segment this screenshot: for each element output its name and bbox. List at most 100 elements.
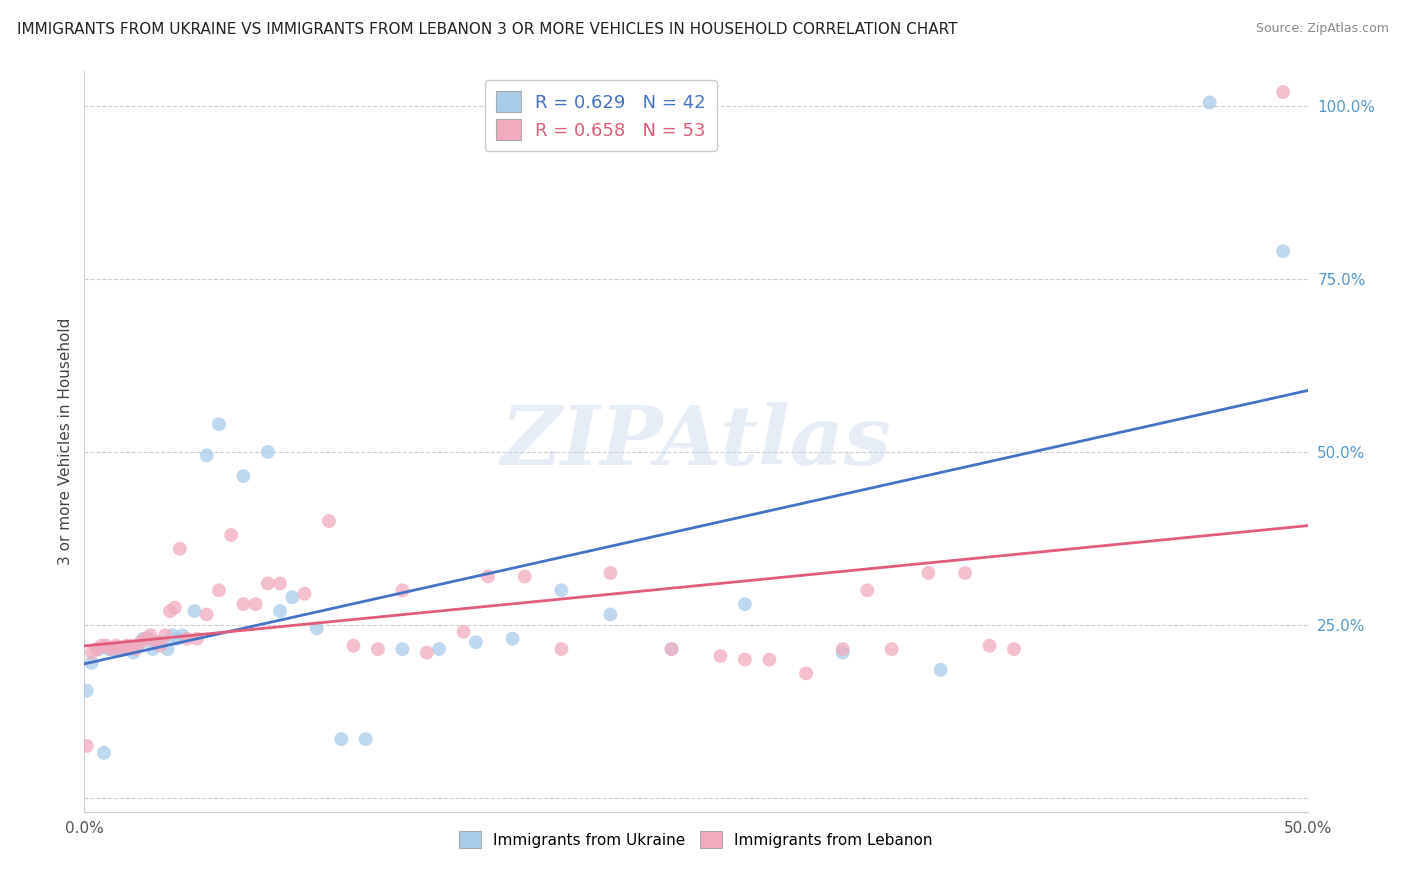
Point <box>132 632 155 646</box>
Point <box>245 597 267 611</box>
Point <box>129 635 152 649</box>
Point <box>502 632 524 646</box>
Point <box>112 642 135 657</box>
Point <box>661 642 683 657</box>
Point <box>86 642 108 657</box>
Point <box>305 621 328 635</box>
Point <box>794 666 817 681</box>
Point <box>120 639 142 653</box>
Point <box>599 607 621 622</box>
Point <box>195 449 218 463</box>
Point <box>172 628 194 642</box>
Point <box>149 639 172 653</box>
Point <box>281 591 304 605</box>
Point <box>550 583 572 598</box>
Point <box>427 642 450 657</box>
Point <box>367 642 389 657</box>
Point <box>97 642 120 657</box>
Point <box>269 604 291 618</box>
Point <box>354 732 377 747</box>
Point <box>93 746 115 760</box>
Point <box>929 663 952 677</box>
Point <box>416 646 439 660</box>
Point <box>709 648 731 663</box>
Point <box>257 576 280 591</box>
Point <box>342 639 364 653</box>
Point <box>156 642 179 657</box>
Point <box>183 604 205 618</box>
Text: IMMIGRANTS FROM UKRAINE VS IMMIGRANTS FROM LEBANON 3 OR MORE VEHICLES IN HOUSEHO: IMMIGRANTS FROM UKRAINE VS IMMIGRANTS FR… <box>17 22 957 37</box>
Point <box>1002 642 1025 657</box>
Y-axis label: 3 or more Vehicles in Household: 3 or more Vehicles in Household <box>58 318 73 566</box>
Point <box>880 642 903 657</box>
Point <box>1198 95 1220 110</box>
Point <box>917 566 939 580</box>
Point <box>464 635 486 649</box>
Legend: Immigrants from Ukraine, Immigrants from Lebanon: Immigrants from Ukraine, Immigrants from… <box>451 823 941 856</box>
Point <box>176 632 198 646</box>
Point <box>219 528 242 542</box>
Point <box>162 628 184 642</box>
Point <box>87 642 110 657</box>
Point <box>391 583 413 598</box>
Text: Source: ZipAtlas.com: Source: ZipAtlas.com <box>1256 22 1389 36</box>
Point <box>159 604 181 618</box>
Point <box>169 541 191 556</box>
Point <box>734 652 756 666</box>
Point <box>146 635 169 649</box>
Point <box>195 607 218 622</box>
Point <box>513 569 536 583</box>
Point <box>153 628 176 642</box>
Point <box>734 597 756 611</box>
Point <box>661 642 683 657</box>
Point <box>163 600 186 615</box>
Point <box>599 566 621 580</box>
Point <box>856 583 879 598</box>
Point <box>80 646 103 660</box>
Point <box>208 417 231 432</box>
Point <box>96 639 118 653</box>
Point <box>107 642 129 657</box>
Point <box>100 642 122 657</box>
Point <box>269 576 291 591</box>
Point <box>330 732 353 747</box>
Point <box>294 587 316 601</box>
Point <box>953 566 976 580</box>
Point <box>550 642 572 657</box>
Point <box>1272 244 1295 259</box>
Point <box>831 646 853 660</box>
Point <box>257 445 280 459</box>
Point <box>122 646 145 660</box>
Point <box>117 642 139 657</box>
Point <box>758 652 780 666</box>
Point <box>152 635 174 649</box>
Point <box>477 569 499 583</box>
Point <box>142 642 165 657</box>
Point <box>90 639 112 653</box>
Point <box>76 683 98 698</box>
Point <box>208 583 231 598</box>
Point <box>103 642 125 657</box>
Point <box>232 469 254 483</box>
Point <box>127 639 149 653</box>
Point <box>115 639 138 653</box>
Point <box>186 632 208 646</box>
Text: ZIPAtlas: ZIPAtlas <box>501 401 891 482</box>
Point <box>110 642 132 657</box>
Point <box>391 642 413 657</box>
Point <box>979 639 1001 653</box>
Point <box>831 642 853 657</box>
Point <box>166 632 188 646</box>
Point <box>453 624 475 639</box>
Point <box>1272 85 1295 99</box>
Point <box>232 597 254 611</box>
Point <box>125 642 148 657</box>
Point <box>136 632 159 646</box>
Point <box>135 632 157 646</box>
Point <box>105 639 128 653</box>
Point <box>318 514 340 528</box>
Point <box>143 635 166 649</box>
Point <box>80 656 103 670</box>
Point <box>139 628 162 642</box>
Point <box>76 739 98 753</box>
